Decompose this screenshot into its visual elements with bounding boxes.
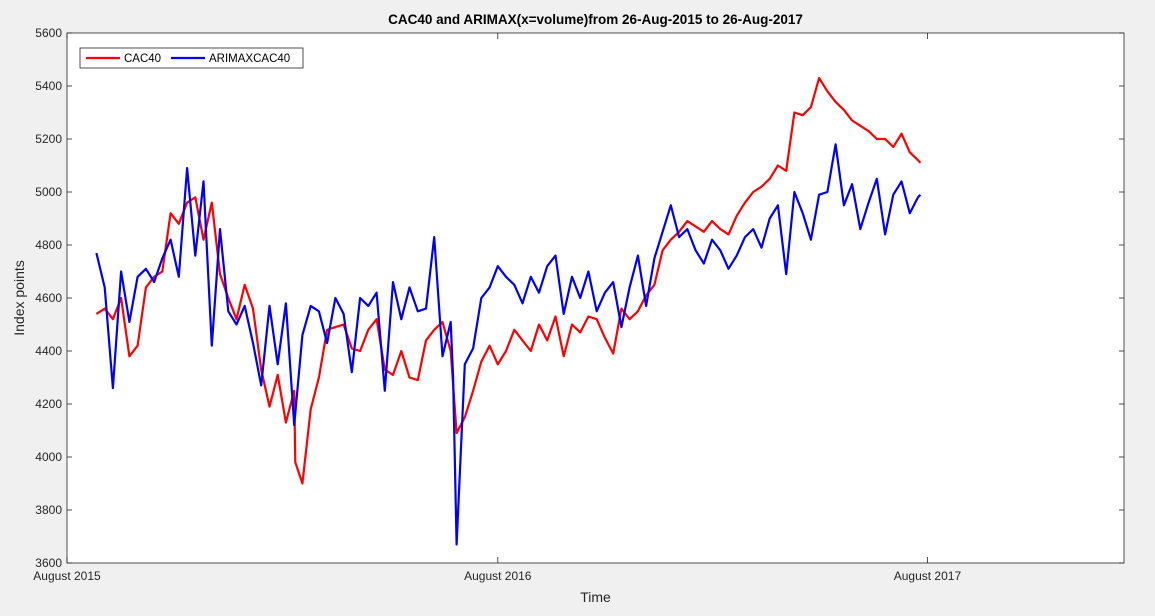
x-axis-title: Time bbox=[580, 589, 611, 605]
plot-area bbox=[67, 33, 1124, 563]
y-tick-label: 4800 bbox=[35, 238, 62, 252]
legend-entry: CAC40 bbox=[124, 53, 161, 65]
y-tick-label: 5000 bbox=[35, 185, 62, 199]
y-tick-label: 3600 bbox=[35, 556, 62, 570]
y-axis-title: Index points bbox=[11, 260, 27, 336]
y-tick-label: 5200 bbox=[35, 132, 62, 146]
series-line-arimaxcac40 bbox=[95, 143, 922, 546]
y-tick-label: 4400 bbox=[35, 344, 62, 358]
y-tick-label: 5400 bbox=[35, 79, 62, 93]
x-axis: August 2015 August 2016 August 2017 bbox=[33, 33, 961, 583]
y-axis: 3600 3800 4000 4200 4400 4600 4800 5000 5200 5400… bbox=[35, 26, 1124, 570]
legend: CAC40 ARIMAXCAC40 bbox=[79, 47, 304, 69]
series-layer bbox=[95, 76, 922, 546]
y-tick-label: 5600 bbox=[35, 26, 62, 40]
x-tick-label: August 2015 bbox=[33, 569, 101, 583]
series-line-cac40 bbox=[95, 76, 922, 485]
y-tick-label: 4200 bbox=[35, 397, 62, 411]
chart-title: CAC40 and ARIMAX(x=volume)from 26-Aug-20… bbox=[388, 12, 803, 27]
legend-entry: ARIMAXCAC40 bbox=[209, 53, 290, 65]
x-tick-label: August 2017 bbox=[894, 569, 962, 583]
y-tick-label: 4600 bbox=[35, 291, 62, 305]
y-tick-label: 3800 bbox=[35, 503, 62, 517]
y-tick-label: 4000 bbox=[35, 450, 62, 464]
x-tick-label: August 2016 bbox=[464, 569, 532, 583]
